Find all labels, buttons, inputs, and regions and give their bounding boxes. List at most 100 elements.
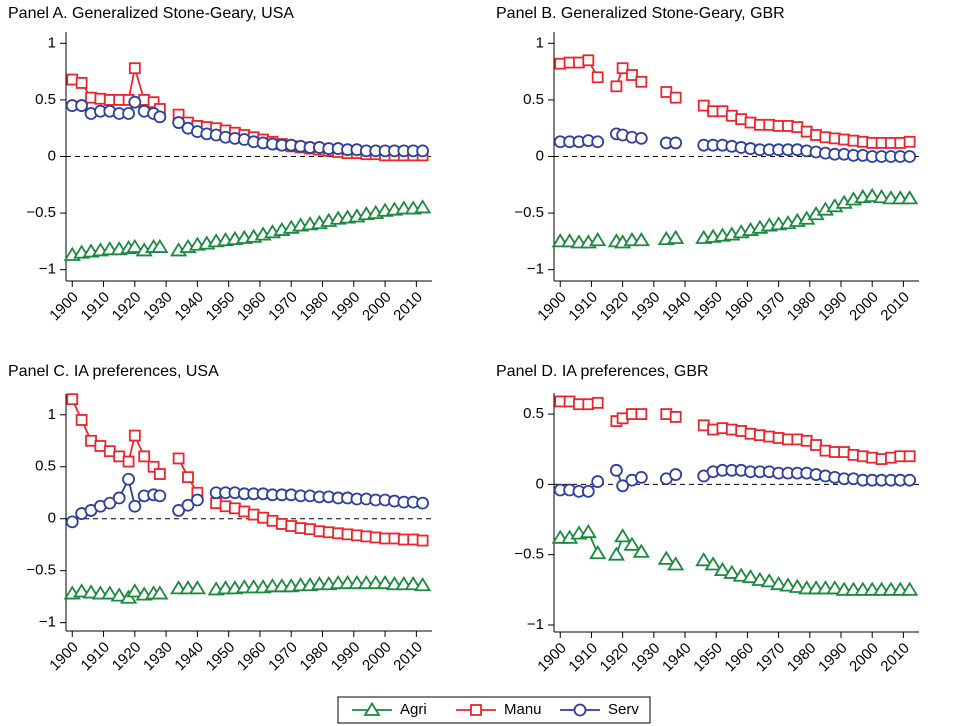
marker (138, 450, 151, 463)
panel-title: Panel D. IA preferences, GBR (496, 363, 709, 380)
marker (591, 71, 604, 84)
x-tick-label: 1970 (265, 289, 301, 325)
marker (153, 468, 166, 480)
x-tick-label: 1970 (265, 639, 301, 675)
marker (669, 136, 683, 150)
marker (153, 489, 167, 503)
marker (126, 238, 144, 253)
x-tick-label: 2010 (390, 289, 426, 325)
marker (128, 62, 141, 75)
y-tick-label: −0.5 (514, 546, 544, 563)
y-tick-label: 0.5 (35, 458, 56, 475)
x-tick-label: 1920 (109, 639, 145, 675)
x-tick-label: 2000 (359, 639, 395, 675)
marker (75, 99, 89, 112)
marker (122, 107, 135, 120)
x-tick-label: 1910 (565, 640, 601, 676)
marker (872, 189, 891, 204)
y-tick-label: 0 (536, 147, 544, 164)
marker (732, 567, 750, 582)
marker (634, 131, 648, 145)
y-tick-label: 0.5 (523, 405, 544, 422)
y-tick-label: 1 (48, 34, 56, 51)
marker (634, 470, 648, 484)
x-tick-label: 1930 (140, 639, 176, 675)
marker (741, 568, 760, 584)
marker (788, 578, 806, 593)
marker (75, 77, 88, 89)
x-tick-label: 1950 (203, 639, 239, 675)
x-tick-label: 1990 (328, 289, 364, 325)
x-tick-label: 1930 (628, 289, 664, 325)
y-tick-label: −0.5 (26, 204, 56, 221)
marker (416, 534, 429, 547)
legend-label: Manu (504, 701, 542, 718)
marker (110, 587, 128, 602)
y-tick-label: 1 (536, 34, 544, 51)
legend-marker (470, 704, 482, 716)
marker (126, 583, 144, 598)
marker (560, 233, 579, 248)
x-tick-label: 1980 (784, 640, 820, 676)
y-tick-label: 0 (48, 510, 56, 527)
x-tick-label: 1910 (78, 639, 114, 675)
marker (172, 452, 185, 465)
marker (75, 414, 88, 426)
y-tick-label: −0.5 (26, 562, 56, 579)
marker (616, 62, 629, 75)
x-tick-label: 1970 (753, 289, 789, 325)
x-tick-label: 1900 (534, 640, 570, 676)
marker (591, 475, 605, 488)
y-tick-label: 0 (48, 147, 56, 164)
legend-label: Agri (400, 701, 427, 718)
x-tick-label: 1900 (534, 289, 570, 325)
x-tick-label: 1920 (109, 289, 145, 325)
marker (190, 493, 204, 507)
marker (128, 429, 141, 442)
x-tick-label: 1990 (815, 640, 851, 676)
marker (589, 232, 607, 247)
marker (903, 473, 917, 487)
marker (609, 463, 623, 477)
marker (901, 581, 919, 596)
marker (826, 580, 844, 595)
marker (404, 575, 422, 591)
x-tick-label: 2010 (877, 289, 913, 325)
marker (122, 472, 135, 486)
marker (128, 95, 142, 109)
x-tick-label: 1970 (753, 640, 789, 676)
panel-title: Panel A. Generalized Stone-Geary, USA (8, 5, 294, 22)
marker (779, 577, 797, 592)
x-tick-label: 1910 (78, 289, 114, 325)
marker (591, 396, 604, 409)
series-line (71, 398, 423, 542)
marker (151, 238, 169, 253)
marker (172, 504, 186, 517)
x-tick-label: 1900 (46, 289, 82, 325)
marker (704, 556, 722, 571)
marker (147, 460, 160, 473)
marker (632, 543, 650, 558)
marker (151, 585, 169, 600)
marker (73, 583, 91, 598)
x-tick-label: 1930 (140, 289, 176, 325)
x-tick-label: 2010 (877, 640, 913, 676)
x-tick-label: 1940 (171, 289, 207, 325)
marker (65, 515, 79, 529)
marker (581, 485, 595, 498)
marker (607, 546, 625, 561)
y-tick-label: 1 (48, 406, 56, 423)
marker (582, 54, 595, 67)
marker (112, 491, 126, 505)
x-tick-label: 2000 (359, 289, 395, 325)
y-tick-label: 0.5 (35, 91, 56, 108)
marker (589, 545, 607, 560)
x-tick-label: 1940 (171, 639, 207, 675)
marker (635, 75, 648, 88)
x-tick-label: 1980 (297, 639, 333, 675)
x-tick-label: 2000 (846, 640, 882, 676)
marker (760, 573, 778, 588)
y-tick-label: −1 (39, 261, 56, 278)
x-tick-label: 2000 (846, 289, 882, 325)
x-tick-label: 1960 (234, 639, 270, 675)
